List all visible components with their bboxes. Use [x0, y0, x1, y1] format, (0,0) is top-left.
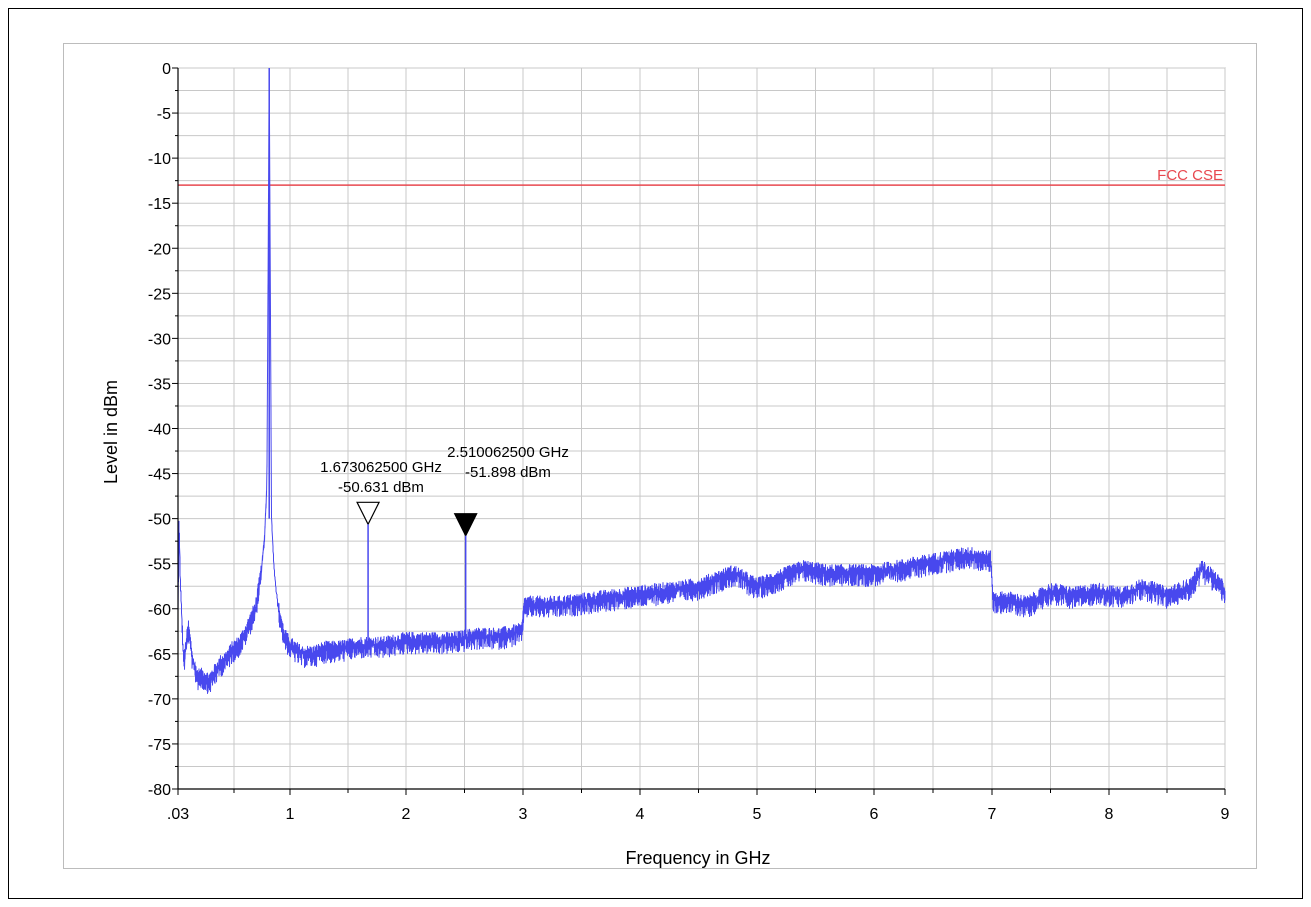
axis-layer: 0 -5 -10 -15 -20 -25 -30 -35 -40 -45 -50 -55 -60 -65 -… [148, 61, 1230, 823]
y-tick-label: -25 [148, 286, 171, 303]
y-tick-label: 0 [162, 61, 171, 78]
x-axis-title: Frequency in GHz [625, 848, 770, 868]
x-tick-label: .03 [167, 806, 189, 823]
y-tick-label: -55 [148, 557, 171, 574]
grid-layer [177, 67, 1226, 790]
x-tick-label: 1 [286, 806, 295, 823]
x-tick-label: 4 [636, 806, 645, 823]
marker-layer: 1.673062500 GHz -50.631 dBm 2.510062500 GH… [320, 444, 569, 645]
y-tick-label: -70 [148, 692, 171, 709]
marker-1-triangle [356, 501, 381, 526]
y-tick-label: -15 [148, 196, 171, 213]
y-tick-label: -10 [148, 151, 171, 168]
y-tick-label: -80 [148, 782, 171, 799]
y-tick-label: -5 [157, 106, 171, 123]
marker-1-frequency-label: 1.673062500 GHz [320, 459, 442, 476]
y-axis-title: Level in dBm [101, 380, 121, 484]
spectrum-trace [177, 105, 1226, 694]
y-tick-label: -75 [148, 737, 171, 754]
x-tick-label: 3 [519, 806, 528, 823]
y-tick-label: -35 [148, 376, 171, 393]
fcc-cse-label: FCC CSE [1157, 167, 1223, 184]
y-tick-label: -20 [148, 241, 171, 258]
marker-2-level-label: -51.898 dBm [465, 464, 551, 481]
x-tick-label: 7 [988, 806, 997, 823]
y-tick-label: -30 [148, 331, 171, 348]
series-layer [177, 68, 1226, 694]
limit-line-layer: FCC CSE [178, 167, 1225, 186]
chart-panel [63, 43, 1257, 869]
marker-2-frequency-label: 2.510062500 GHz [447, 444, 569, 461]
y-tick-label: -45 [148, 467, 171, 484]
y-tick-label: -50 [148, 512, 171, 529]
x-tick-label: 6 [870, 806, 879, 823]
marker-1-level-label: -50.631 dBm [338, 479, 424, 496]
x-tick-label: 2 [402, 806, 411, 823]
page-frame [8, 8, 1303, 899]
x-tick-label: 8 [1105, 806, 1114, 823]
y-tick-label: -60 [148, 602, 171, 619]
y-tick-label: -65 [148, 647, 171, 664]
marker-2-triangle [453, 513, 478, 538]
x-tick-label: 9 [1221, 806, 1230, 823]
x-tick-label: 5 [753, 806, 762, 823]
y-tick-label: -40 [148, 422, 171, 439]
